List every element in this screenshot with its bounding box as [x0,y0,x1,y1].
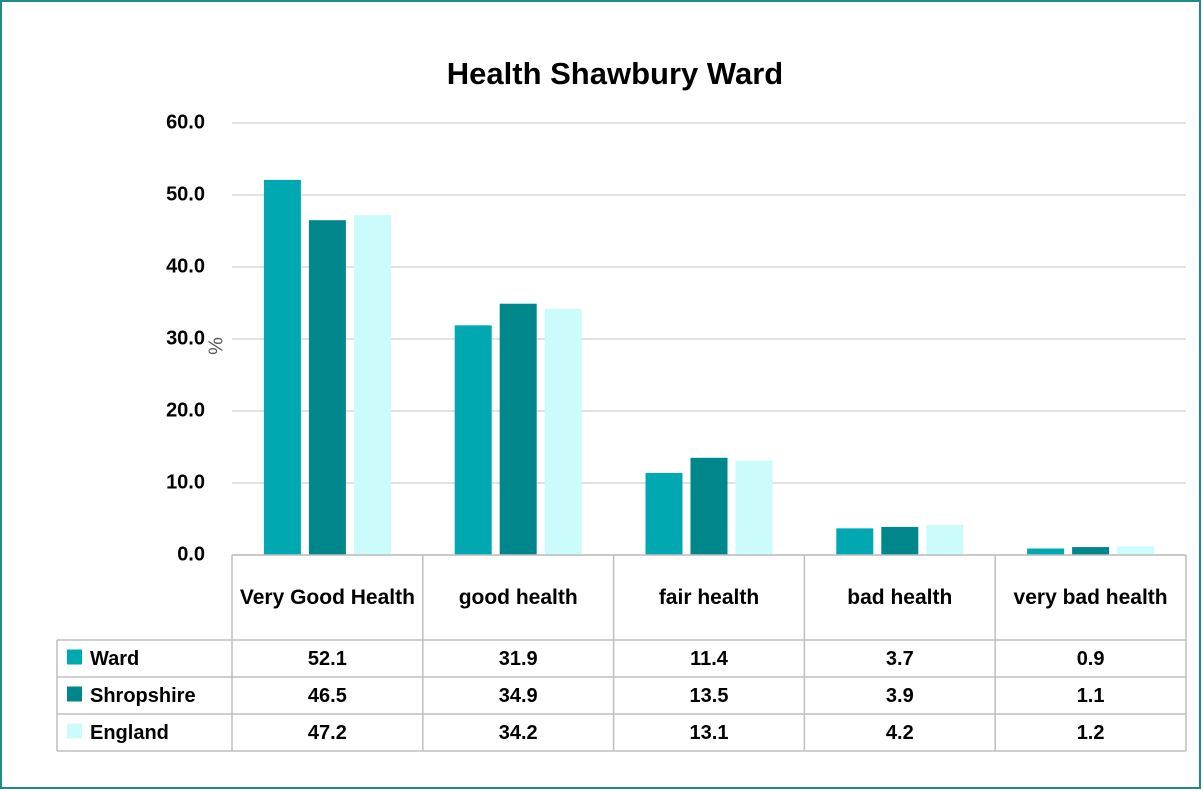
bar [544,308,582,555]
x-tick-label: very bad health [1013,585,1168,609]
table-value: 4.2 [886,722,914,744]
table-value: 1.2 [1077,722,1105,744]
category-cell: fair health [658,585,760,609]
bar [881,526,919,555]
table-value: 47.2 [308,722,347,744]
chart-title: Health Shawbury Ward [447,56,783,91]
bar [645,472,683,555]
table-value: 34.2 [499,722,538,744]
legend-key [67,686,82,702]
category-cell: Very Good Health [239,585,415,609]
bar [263,179,301,555]
bar [836,528,874,555]
table-value: 13.1 [690,722,729,744]
legend-label: Ward [90,648,139,670]
x-tick-label: fair health [658,585,760,609]
bar [690,457,728,555]
bar [735,460,773,555]
x-tick-label: good health [458,585,578,609]
bar [1117,546,1155,555]
y-tick-label: 50.0 [166,183,205,205]
table-value: 1.1 [1077,685,1105,707]
y-tick-label: 10.0 [166,471,205,493]
x-tick-label: bad health [847,585,953,609]
bar [499,303,537,555]
bar [308,220,346,555]
x-tick-label: Very Good Health [239,585,415,609]
table-value: 11.4 [690,648,729,670]
y-axis-label: % [205,337,227,355]
legend-label: England [90,722,169,744]
bar [1027,548,1065,555]
table-value: 31.9 [499,648,538,670]
table-value: 3.7 [886,648,914,670]
bar [1072,547,1110,555]
category-cell: bad health [847,585,953,609]
bar [454,325,492,555]
y-tick-label: 60.0 [166,111,205,133]
table-value: 34.9 [499,685,538,707]
table-value: 13.5 [690,685,729,707]
y-tick-label: 30.0 [166,327,205,349]
y-tick-label: 20.0 [166,399,205,421]
table-value: 52.1 [308,648,347,670]
legend-key [67,649,82,665]
category-cell: good health [458,585,578,609]
table-value: 3.9 [886,685,914,707]
category-cell: very bad health [1013,585,1168,609]
table-value: 0.9 [1077,648,1105,670]
y-tick-label: 0.0 [177,543,205,565]
table-value: 46.5 [308,685,347,707]
bar [353,215,391,555]
legend-label: Shropshire [90,685,196,707]
bar [926,524,964,555]
y-tick-label: 40.0 [166,255,205,277]
legend-key [67,723,82,739]
